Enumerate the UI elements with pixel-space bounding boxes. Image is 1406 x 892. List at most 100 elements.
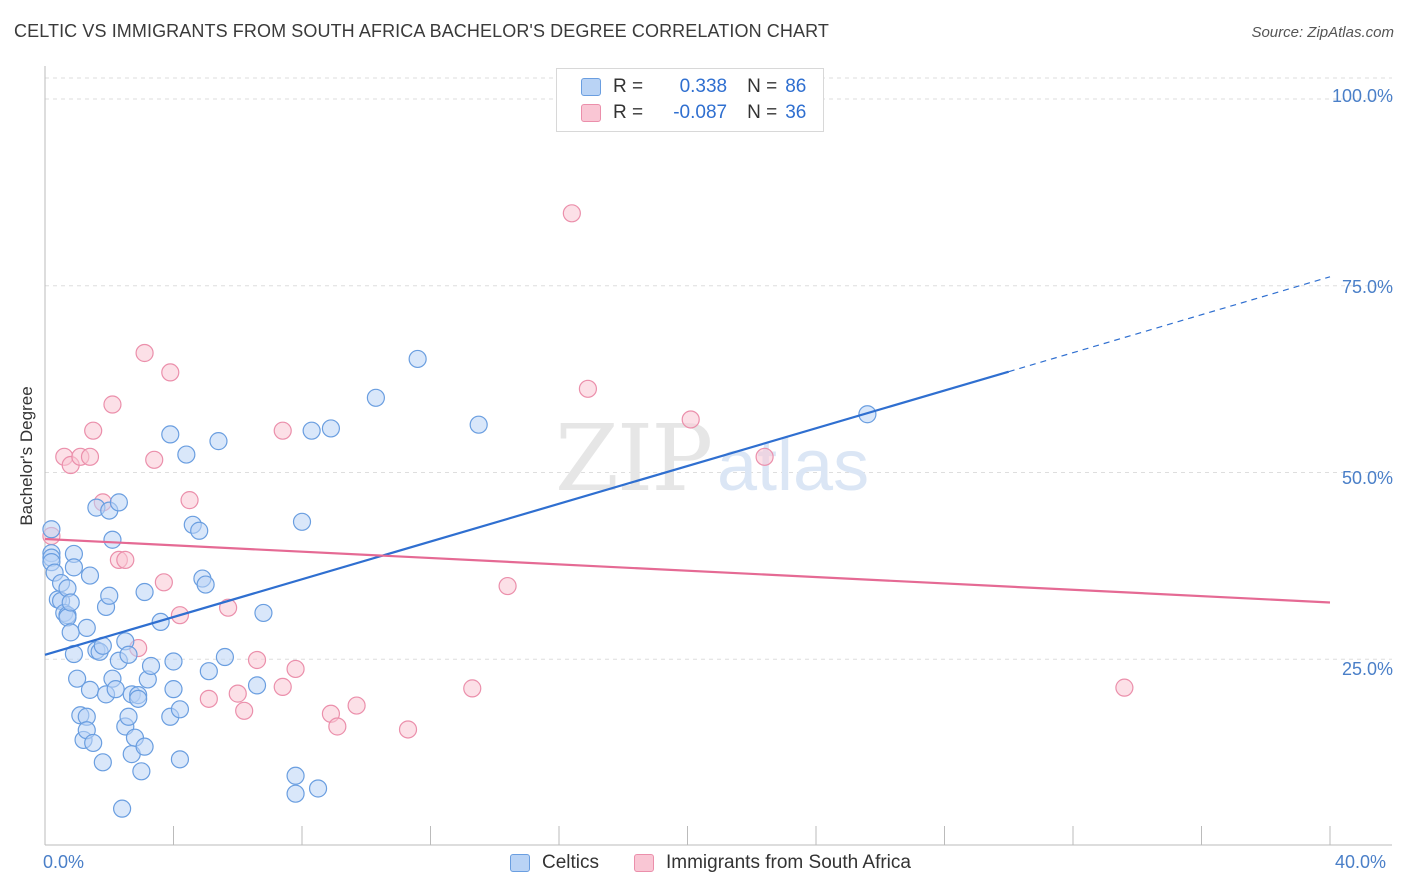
south-africa-swatch [634,854,654,872]
data-point [328,717,347,736]
y-tick-label: 75.0% [1341,277,1393,297]
n-value: 36 [785,102,807,123]
data-point [273,421,292,440]
data-point [103,530,122,549]
bottom-legend-celtics: Celtics [510,852,599,874]
trend-line-south-africa [44,537,1331,604]
data-point [286,766,305,785]
data-point [321,419,341,438]
data-point [135,343,154,363]
data-point [80,566,100,585]
data-point [247,650,267,670]
data-point [498,576,517,596]
data-point [1115,678,1134,697]
data-point [273,677,292,696]
data-point [578,379,598,398]
data-point [681,410,700,429]
trend-line-celtics-extension [1008,276,1331,373]
data-point [132,762,151,781]
legend-label-celtics: Celtics [542,852,600,873]
data-point [286,659,305,679]
data-point [209,432,228,451]
legend-label-south-africa: Immigrants from South Africa [666,852,911,873]
data-point [292,512,312,531]
south-africa-swatch [581,104,601,122]
data-point [106,680,125,699]
data-point [190,521,209,540]
data-point [196,575,215,594]
data-point [286,784,305,803]
n-label: N = [747,102,778,123]
data-point [64,558,84,577]
data-point [215,647,234,667]
data-point [145,450,164,469]
data-point [170,700,190,719]
data-point [469,415,488,434]
watermark-atlas: atlas [717,426,869,506]
source-credit: Source: ZipAtlas.com [1251,24,1394,41]
data-point [180,491,199,510]
y-tick-label: 50.0% [1341,468,1393,488]
data-point [247,676,267,695]
data-point [219,598,238,617]
r-label: R = [613,76,644,97]
x-tick-label: 0.0% [43,852,85,872]
data-point [77,618,96,637]
data-point [135,737,154,756]
data-point [235,701,254,720]
data-point [164,652,183,671]
stats-legend: R = 0.338 N = 86 R = -0.087 N = 36 [556,68,824,132]
data-point [254,603,273,623]
data-point [84,733,103,753]
legend-row-south-africa: R = -0.087 N = 36 [581,101,806,125]
data-point [93,753,112,772]
data-point [161,425,180,444]
data-point [80,680,100,699]
data-point [61,623,80,642]
celtics-swatch [581,78,601,96]
chart-title: CELTIC VS IMMIGRANTS FROM SOUTH AFRICA B… [14,21,829,41]
data-point [80,447,100,466]
series-celtics-points [42,349,877,818]
data-point [228,684,247,703]
data-point [170,750,190,769]
r-label: R = [613,102,644,123]
legend-row-celtics: R = 0.338 N = 86 [581,75,806,99]
data-point [177,445,196,464]
data-point [103,395,122,414]
r-value: 0.338 [679,76,728,97]
y-tick-label: 25.0% [1341,659,1393,679]
data-point [68,669,87,688]
data-point [302,421,321,440]
data-point [116,550,135,569]
data-point [755,447,774,466]
n-label: N = [747,76,778,97]
data-point [562,204,581,223]
data-point [463,679,482,698]
data-point [199,689,218,708]
data-point [61,593,80,612]
data-point [161,363,180,382]
axes [44,66,1392,846]
data-point [119,645,138,664]
trend-lines [44,276,1331,656]
data-point [135,582,154,602]
data-point [129,689,148,708]
data-point [366,388,385,407]
data-point [154,573,173,592]
bottom-legend-south-africa: Immigrants from South Africa [634,852,911,874]
data-point [164,680,183,699]
data-point [408,349,427,369]
y-tick-label: 100.0% [1331,86,1393,106]
data-point [42,520,61,539]
series-south-africa-points [42,204,1134,739]
y-axis-label: Bachelor's Degree [17,386,36,526]
data-point [119,707,138,726]
data-point [308,779,328,798]
n-value: 86 [785,76,807,97]
data-point [100,586,119,605]
data-point [84,421,103,440]
r-value: -0.087 [673,102,728,123]
data-point [112,799,132,818]
